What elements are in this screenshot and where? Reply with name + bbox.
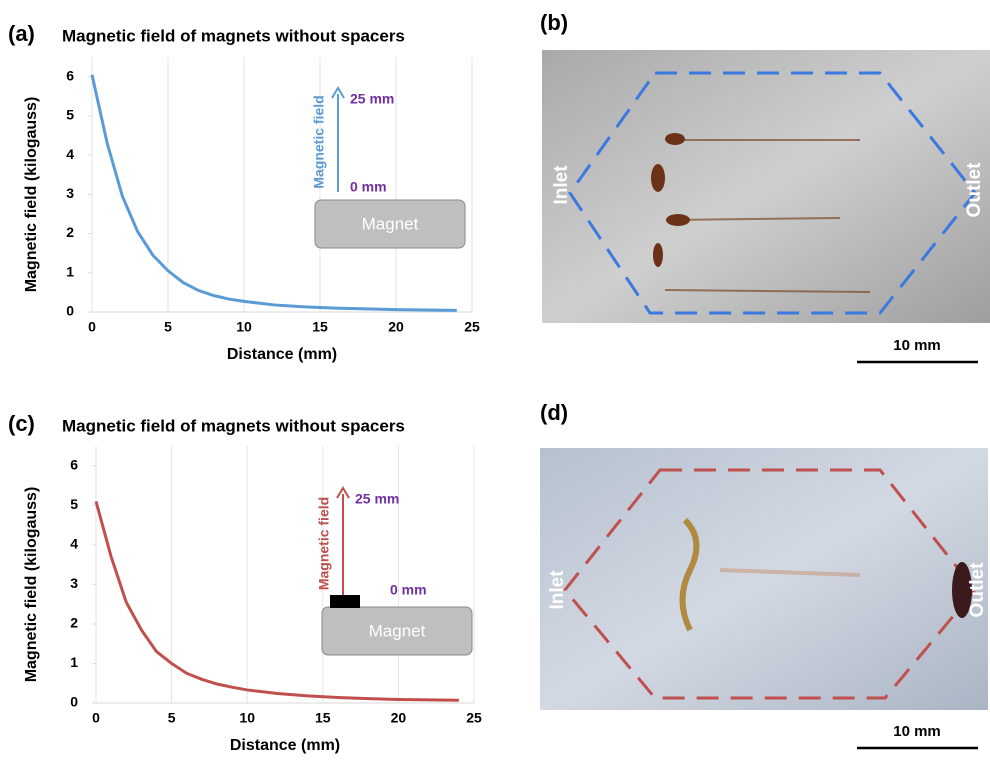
stain — [664, 139, 871, 293]
stain — [651, 164, 665, 192]
arrow-head — [331, 86, 345, 99]
photo-b — [542, 50, 990, 323]
y-tick-label: 2 — [70, 615, 78, 631]
x-axis-label: Distance (mm) — [230, 737, 340, 754]
bottom-label: 0 mm — [390, 582, 427, 598]
y-tick-label: 5 — [66, 107, 74, 123]
inlet-label: Inlet — [551, 165, 572, 205]
field-label: Magnetic field — [311, 95, 327, 188]
data-line — [94, 500, 459, 702]
scale-label: 10 mm — [893, 337, 941, 354]
chart-title: Magnetic field of magnets without spacer… — [62, 26, 405, 45]
x-tick-label: 0 — [88, 319, 96, 335]
y-axis-label: Magnetic field (kilogauss) — [23, 97, 40, 293]
inlet-label: Inlet — [547, 570, 568, 610]
magnet-label: Magnet — [362, 214, 419, 233]
spacer — [330, 595, 360, 608]
x-tick-label: 10 — [236, 319, 252, 335]
x-tick-label: 25 — [466, 710, 482, 726]
field-label: Magnetic field — [316, 497, 332, 590]
chart-title: Magnetic field of magnets without spacer… — [62, 416, 405, 435]
top-label: 25 mm — [350, 91, 394, 107]
panel-label: (a) — [8, 21, 35, 46]
top-label: 25 mm — [355, 491, 399, 507]
x-tick-label: 0 — [92, 710, 100, 726]
stain — [666, 214, 690, 226]
channel-outline — [568, 71, 977, 315]
data-line — [90, 74, 457, 312]
x-tick-label: 25 — [464, 319, 480, 335]
panel-label: (b) — [540, 10, 568, 35]
x-tick-label: 20 — [391, 710, 407, 726]
magnet-label: Magnet — [369, 621, 426, 640]
x-tick-label: 20 — [388, 319, 404, 335]
stain — [719, 568, 861, 577]
y-tick-label: 2 — [66, 224, 74, 240]
x-tick-label: 15 — [312, 319, 328, 335]
y-tick-label: 6 — [70, 456, 78, 472]
magnet — [321, 606, 473, 656]
photo-d — [540, 448, 988, 710]
y-tick-label: 3 — [66, 185, 74, 201]
x-tick-label: 15 — [315, 710, 331, 726]
panel-label: (d) — [540, 400, 568, 425]
outlet-label: Outlet — [964, 162, 985, 218]
y-tick-label: 4 — [70, 536, 78, 552]
y-tick-label: 1 — [70, 654, 78, 670]
y-tick-label: 3 — [70, 575, 78, 591]
x-tick-label: 5 — [164, 319, 172, 335]
x-axis-label: Distance (mm) — [227, 346, 337, 363]
stain — [653, 243, 663, 267]
y-tick-label: 4 — [66, 146, 74, 162]
y-tick-label: 5 — [70, 496, 78, 512]
y-tick-label: 0 — [66, 303, 74, 319]
y-tick-label: 1 — [66, 263, 74, 279]
stain — [665, 133, 685, 145]
arrow-head — [336, 486, 350, 499]
channel-outline — [563, 468, 977, 700]
y-tick-label: 0 — [70, 694, 78, 710]
outlet-label: Outlet — [967, 562, 988, 618]
scale-label: 10 mm — [893, 723, 941, 740]
magnet — [314, 199, 466, 249]
y-axis-label: Magnetic field (kilogauss) — [23, 487, 40, 683]
panel-label: (c) — [8, 411, 35, 436]
stain — [952, 562, 972, 618]
x-tick-label: 5 — [168, 710, 176, 726]
stain — [679, 517, 700, 632]
bottom-label: 0 mm — [350, 179, 387, 195]
y-tick-label: 6 — [66, 67, 74, 83]
x-tick-label: 10 — [239, 710, 255, 726]
